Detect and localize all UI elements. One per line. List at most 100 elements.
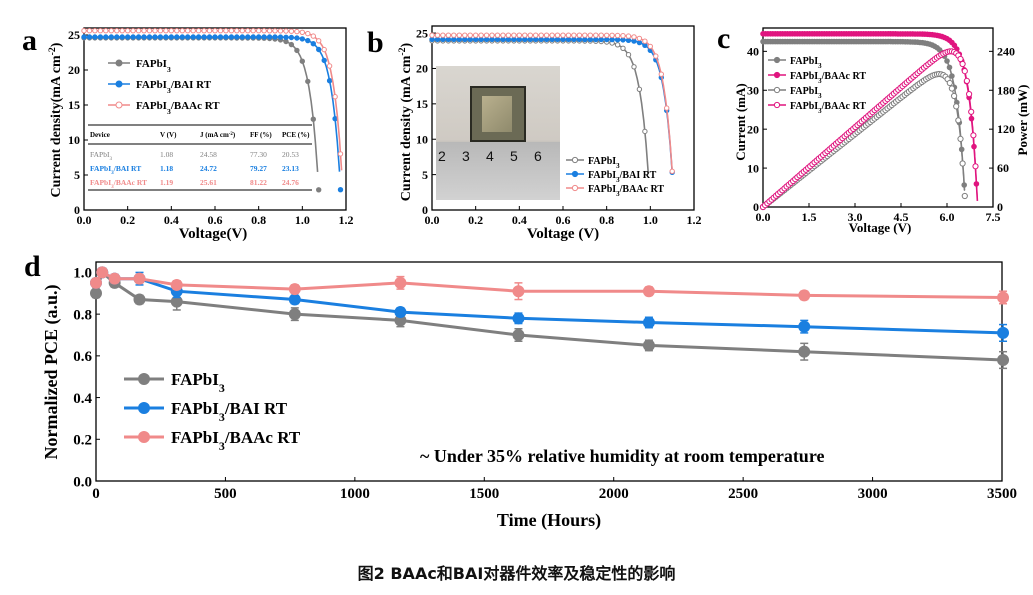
jv-curve-point [582,36,588,43]
jv-curve-point [620,33,626,39]
jv-curve-point [631,64,637,70]
jv-curve-point [620,45,626,51]
y-tick-label: 0 [753,200,759,214]
legend-marker [773,86,781,94]
jv-curve-point [631,34,637,40]
x-tick-label: 3000 [858,486,888,502]
jv-curve-point [174,34,180,40]
legend-marker [138,373,150,385]
stability-point [394,276,407,289]
jv-curve-point [125,28,131,34]
jv-curve-point [245,34,251,40]
legend-label: FAPbI3/BAAc RT [136,100,220,116]
jv-curve-point [294,47,300,54]
y-tick-label: 25 [416,26,428,40]
y-tick-label: 20 [416,62,428,76]
legend-marker [138,402,150,414]
stability-point [642,339,655,352]
table-cell: 1.08 [160,150,173,159]
jv-curve-point [543,32,550,38]
jv-curve-point [321,46,327,53]
jv-curve-point [316,187,322,193]
jv-curve-point [299,29,305,35]
jv-curve-point [538,32,544,38]
device-sample [470,86,526,142]
jv-curve-point [201,34,207,40]
stability-point [512,312,525,325]
table-cell: 81.22 [250,178,267,187]
jv-curve-point [206,34,213,40]
power-curve-point [946,79,953,87]
x-tick-label: 1.0 [643,213,658,227]
stability-point [798,345,811,358]
stability-point [642,285,655,298]
annotation-text: ~ Under 35% relative humidity at room te… [420,446,824,466]
jv-curve-point [179,34,186,40]
table-header: Device [90,131,110,139]
power-curve-point [959,160,966,167]
jv-curve-point [239,34,246,40]
jv-curve-point [664,105,670,111]
stability-point [394,306,407,319]
jv-curve-point [337,187,344,193]
x-tick-label: 2500 [728,486,758,502]
power-curve-point [968,108,975,115]
jv-curve-point [261,28,267,34]
legend-marker [115,101,123,109]
jv-curve-point [277,28,284,34]
jv-curve-point [266,34,273,40]
power-curve-point [953,103,960,110]
jv-curve-point [310,41,316,47]
x-tick-label: 0.6 [556,213,571,227]
jv-curve-point [500,32,506,38]
jv-curve-point [576,32,583,38]
x-axis-label: Time (Hours) [497,510,601,531]
jv-curve-point [217,28,224,34]
y-tick-label: 0 [422,203,428,217]
x-tick-label: 500 [214,486,237,502]
plot-frame [762,27,994,208]
jv-curve-point [97,28,104,34]
jv-curve-point [92,28,98,34]
jv-curve-point [277,34,284,40]
x-tick-label: 0.8 [599,213,614,227]
jv-curve-point [234,28,240,34]
jv-curve-point [332,94,338,100]
jv-curve-point [206,28,213,34]
x-tick-label: 6.0 [940,210,955,224]
stability-point [288,283,301,296]
y-tick-label: 30 [747,83,759,97]
x-tick-label: 0.0 [425,213,440,227]
jv-curve-point [163,28,169,34]
jv-curve-point [533,32,539,38]
y-tick-label: 40 [747,45,759,59]
x-tick-label: 0.2 [468,213,483,227]
y-tick-label: 0.2 [73,433,92,449]
jv-curve-point [152,34,158,40]
jv-curve-point [647,43,653,50]
jv-curve-point [305,30,311,37]
jv-curve-point [190,28,196,34]
table-cell: FAPbI3 [90,150,112,162]
x-tick-label: 1000 [340,486,370,502]
stability-point [512,285,525,298]
jv-curve-point [108,34,115,40]
legend-marker [773,56,781,64]
chart-panel-d: 0 500 1000 1500 2000 2500 3000 3500 0.0 0.2 0.4 0.6… [41,261,1017,531]
power-curve-point [972,163,979,170]
y-tick-label: 10 [68,133,80,147]
jv-curve-point [250,34,256,40]
jv-curve-point [478,32,484,38]
jv-curve-point [337,151,344,157]
jv-curve-point [316,46,322,53]
table-cell: 77.30 [250,150,267,159]
jv-curve-point [609,36,615,43]
jv-curve-point [604,32,610,38]
jv-curve-point [462,32,468,38]
table-cell: 1.19 [160,178,173,187]
y2-axis-label: Power (mW) [1015,85,1030,156]
jv-curve-point [527,32,533,38]
ruler-label: 5 [510,148,518,164]
